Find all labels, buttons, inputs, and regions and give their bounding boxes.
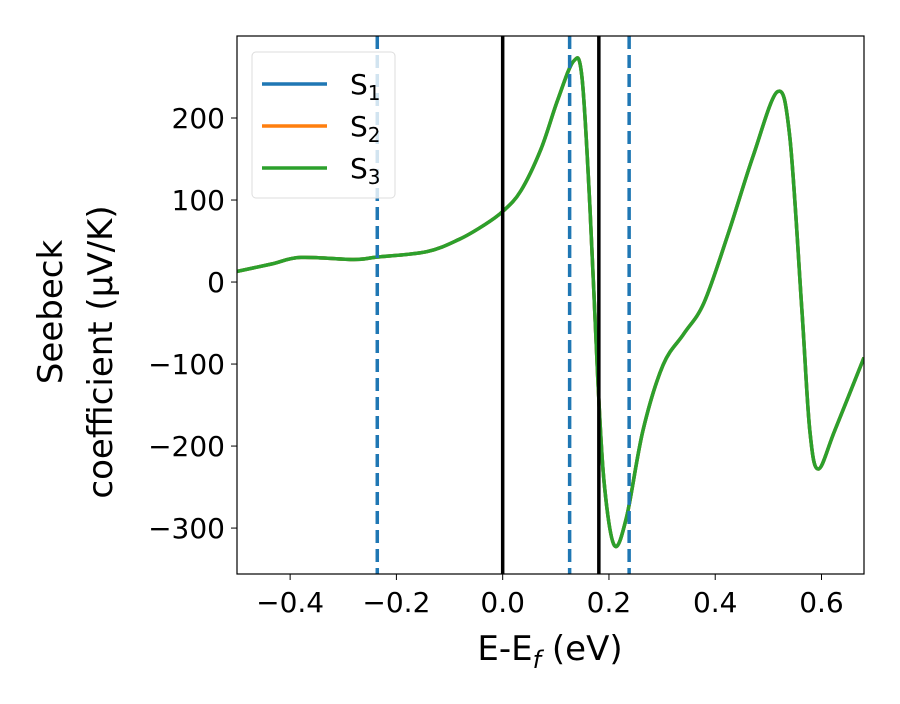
y-tick-label: 200 — [172, 102, 225, 135]
legend-label-s2: S2 — [350, 110, 381, 147]
legend-label-s3: S3 — [350, 152, 381, 189]
y-tick-label: −200 — [148, 430, 225, 463]
legend-label-s1: S1 — [350, 68, 381, 105]
y-tick-label: −100 — [148, 348, 225, 381]
x-tick-label: 0.2 — [587, 586, 632, 619]
x-axis-label: E-Ef (eV) — [477, 629, 622, 674]
x-tick-label: 0.6 — [799, 586, 844, 619]
series-line-s3 — [237, 56, 864, 549]
x-tick-label: −0.4 — [256, 586, 324, 619]
y-tick-label: 0 — [207, 266, 225, 299]
x-tick-label: 0.4 — [693, 586, 738, 619]
plot-frame — [236, 35, 865, 575]
y-axis-label-line2: coefficient (μV/K) — [81, 205, 121, 498]
x-tick-label: 0.0 — [480, 586, 525, 619]
y-axis-label-line1: Seebeck — [31, 240, 71, 385]
legend: S1 S2 S3 — [251, 51, 396, 199]
y-tick-label: 100 — [172, 184, 225, 217]
x-tick-label: −0.2 — [362, 586, 430, 619]
y-tick-label: −300 — [148, 512, 225, 545]
